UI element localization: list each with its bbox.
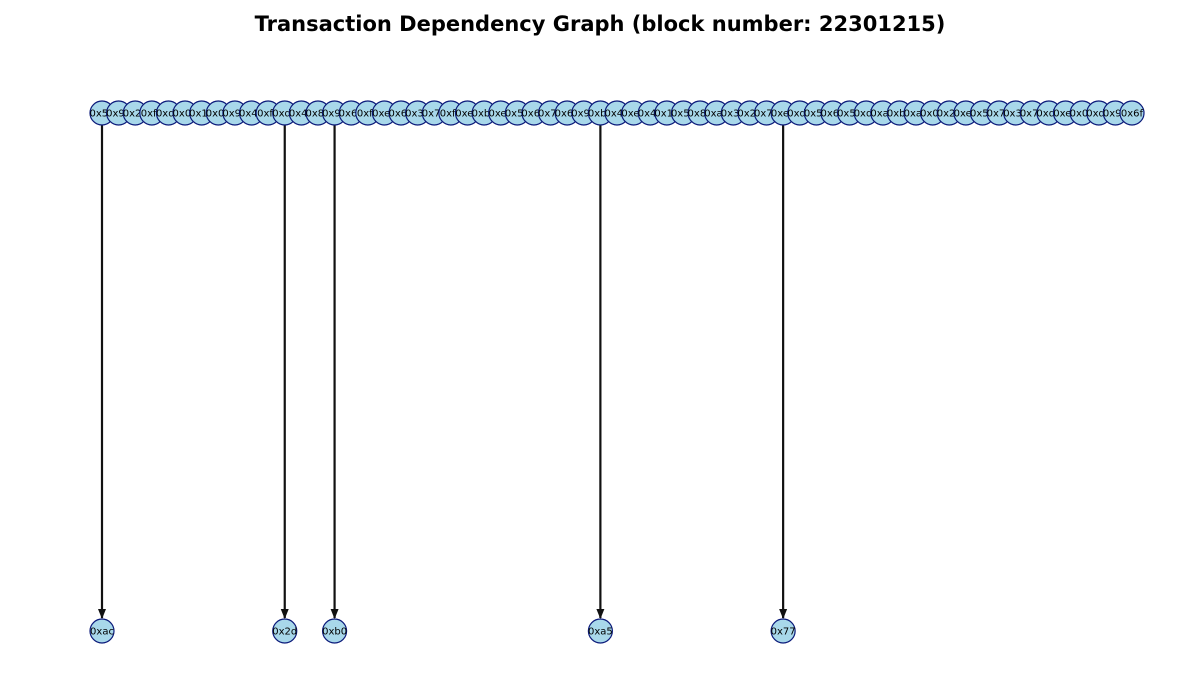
node-label: 0xab xyxy=(704,109,729,120)
node-label: 0x56 xyxy=(970,109,995,120)
node-label: 0x60 xyxy=(820,109,845,120)
node-label: 0x51 xyxy=(804,109,829,120)
node-label: 0x36 xyxy=(721,109,746,120)
node-label: 0xe9 xyxy=(372,109,397,120)
node-label: 0xd4 xyxy=(156,109,181,120)
node-label: 0x03 xyxy=(206,109,231,120)
node-label: 0x2d xyxy=(272,627,297,638)
node-label: 0xfa xyxy=(357,109,379,120)
node-label: 0xb0 xyxy=(322,627,347,638)
node-circle xyxy=(1119,100,1145,126)
node-label: 0x93 xyxy=(106,109,131,120)
node-label: 0xf2 xyxy=(141,109,163,120)
node-label: 0xe7 xyxy=(455,109,480,120)
dependent-transaction-node: 0xa5 xyxy=(587,618,613,644)
node-label: 0x21 xyxy=(737,109,762,120)
node-circle xyxy=(89,618,115,644)
node-label: 0xa5 xyxy=(588,627,613,638)
node-label: 0xf1 xyxy=(440,109,462,120)
node-label: 0x70 xyxy=(1020,109,1045,120)
node-label: 0x40 xyxy=(239,109,264,120)
node-label: 0x55 xyxy=(505,109,530,120)
node-circle xyxy=(587,618,613,644)
node-label: 0xb1 xyxy=(588,109,613,120)
node-label: 0x51 xyxy=(671,109,696,120)
node-label: 0x01 xyxy=(173,109,198,120)
dependent-transaction-node: 0xac xyxy=(89,618,115,644)
node-label: 0xac xyxy=(90,627,114,638)
node-label: 0x06 xyxy=(920,109,945,120)
node-label: 0x8b xyxy=(305,109,330,120)
node-label: 0x40 xyxy=(289,109,314,120)
node-circle xyxy=(321,618,348,644)
node-label: 0xe4 xyxy=(771,109,796,120)
node-label: 0x67 xyxy=(339,109,364,120)
node-layer: 0x5b0x930x250xf20xd40x010x190x030x940x40… xyxy=(89,100,1145,644)
node-label: 0x68 xyxy=(521,109,546,120)
node-label: 0x60 xyxy=(555,109,580,120)
node-label: 0x6f xyxy=(1121,109,1144,120)
node-label: 0x93 xyxy=(322,109,347,120)
node-label: 0x94 xyxy=(222,109,247,120)
node-label: 0x45 xyxy=(604,109,629,120)
dependent-transaction-node: 0x2d xyxy=(272,618,298,644)
node-label: 0x70 xyxy=(538,109,563,120)
node-label: 0xd8 xyxy=(854,109,879,120)
node-label: 0xd0 xyxy=(1036,109,1061,120)
node-label: 0x5b xyxy=(90,109,115,120)
node-label: 0x71 xyxy=(422,109,447,120)
node-label: 0x77 xyxy=(771,627,796,638)
node-label: 0x71 xyxy=(754,109,779,120)
node-label: 0x40 xyxy=(638,109,663,120)
dependent-transaction-node: 0xb0 xyxy=(321,618,348,644)
node-label: 0x33 xyxy=(405,109,430,120)
node-label: 0xe6 xyxy=(488,109,513,120)
node-label: 0xe0 xyxy=(621,109,646,120)
node-label: 0x71 xyxy=(987,109,1012,120)
node-label: 0xa9 xyxy=(904,109,929,120)
node-label: 0x10 xyxy=(654,109,679,120)
graph-title: Transaction Dependency Graph (block numb… xyxy=(255,12,946,36)
node-label: 0xd0 xyxy=(787,109,812,120)
node-label: 0xb1 xyxy=(887,109,912,120)
node-label: 0x25 xyxy=(123,109,148,120)
node-label: 0xe9 xyxy=(1053,109,1078,120)
node-label: 0x25 xyxy=(937,109,962,120)
node-label: 0xfa xyxy=(257,109,279,120)
node-label: 0x00 xyxy=(1070,109,1095,120)
edge-layer xyxy=(98,125,788,619)
node-label: 0xb9 xyxy=(472,109,497,120)
node-label: 0x98 xyxy=(571,109,596,120)
node-label: 0x19 xyxy=(189,109,214,120)
transaction-node: 0x6f xyxy=(1119,100,1145,126)
node-label: 0x31 xyxy=(1003,109,1028,120)
node-label: 0xe0 xyxy=(954,109,979,120)
node-label: 0xd6 xyxy=(272,109,297,120)
node-circle xyxy=(272,618,298,644)
node-label: 0x50 xyxy=(837,109,862,120)
node-circle xyxy=(770,618,796,644)
node-label: 0x90 xyxy=(1103,109,1128,120)
node-label: 0x80 xyxy=(688,109,713,120)
dependent-transaction-node: 0x77 xyxy=(770,618,796,644)
node-label: 0xd0 xyxy=(1086,109,1111,120)
node-label: 0xa4 xyxy=(870,109,895,120)
node-label: 0x60 xyxy=(389,109,414,120)
